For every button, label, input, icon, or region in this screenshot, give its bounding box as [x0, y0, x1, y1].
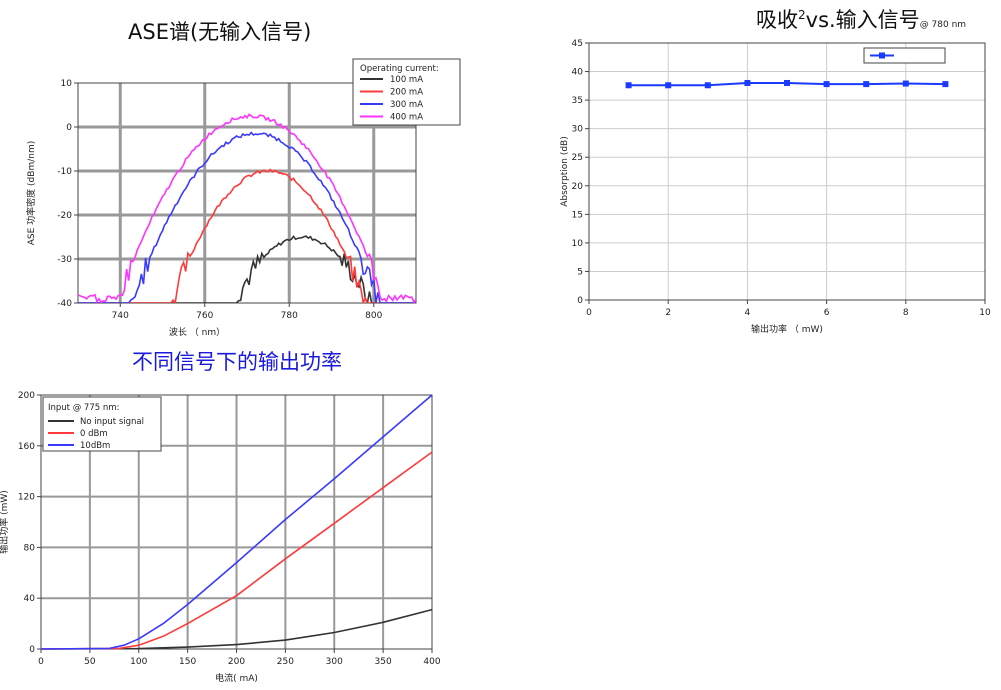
- y-tick-label: 40: [24, 594, 36, 604]
- x-axis-label: 输出功率 （ mW): [751, 323, 823, 335]
- x-tick-label: 780: [281, 311, 298, 321]
- absorption-title-note: @ 780 nm: [919, 20, 967, 30]
- ase-series-line-300-mA: [78, 131, 416, 303]
- ase-legend-label: 100 mA: [390, 75, 423, 85]
- power-chart: 0 50 100 150 200 250 300 350 400 0 40 80 120 160 200 电流…: [0, 391, 441, 684]
- absorption-legend: [863, 47, 946, 64]
- ase-legend: Operating current:100 mA 200 mA 300 mA 400 …: [352, 58, 461, 126]
- y-tick-label: 0: [29, 645, 35, 655]
- x-axis-label: 电流( mA): [215, 672, 258, 684]
- y-tick-label: 25: [572, 153, 583, 163]
- power-series-line-2: [40, 394, 433, 650]
- y-tick-label: 35: [572, 96, 583, 106]
- power-legend: Input @ 775 nm: No input signal 0 dBm 10dBm: [42, 396, 162, 452]
- x-tick-label: 400: [423, 657, 440, 667]
- x-tick-label: 250: [277, 657, 294, 667]
- plot-frame: [77, 82, 417, 304]
- y-tick-label: 40: [572, 68, 584, 78]
- x-tick-label: 350: [375, 657, 392, 667]
- ase-series-line-200-mA: [78, 168, 416, 303]
- absorption-point: [823, 81, 830, 88]
- ase-legend-label: 200 mA: [390, 88, 423, 98]
- x-tick-label: 740: [112, 311, 129, 321]
- absorption-title-rest: vs.输入信号: [805, 8, 920, 32]
- y-tick-label: 120: [18, 493, 35, 503]
- absorption-legend-box: [863, 47, 946, 64]
- absorption-point: [942, 81, 949, 88]
- y-tick-label: 10: [572, 239, 584, 249]
- y-tick-label: 15: [572, 210, 583, 220]
- power-legend-box: [42, 396, 162, 452]
- ase-legend-title: Operating current:: [360, 64, 439, 74]
- x-tick-label: 800: [365, 311, 382, 321]
- y-tick-label: 0: [577, 296, 583, 306]
- x-tick-label: 100: [130, 657, 147, 667]
- ase-legend-label: 300 mA: [390, 100, 423, 110]
- absorption-title-main: 吸收: [756, 8, 798, 32]
- y-axis-label: Absorption (dB): [560, 136, 570, 207]
- absorption-chart-title: 吸收2vs.输入信号@ 780 nm: [756, 4, 966, 34]
- y-tick-label: 5: [577, 267, 583, 277]
- absorption-point: [665, 82, 672, 89]
- absorption-chart: 0 2 4 6 8 10 0 5 10 15 20 25 30 35 40 45 输出功率 （ mW) Absor…: [560, 39, 991, 335]
- absorption-point: [625, 82, 632, 89]
- power-legend-label: 0 dBm: [80, 429, 108, 439]
- y-tick-label: 30: [572, 125, 584, 135]
- x-tick-label: 0: [586, 308, 592, 318]
- x-tick-label: 2: [665, 308, 671, 318]
- x-tick-label: 6: [824, 308, 830, 318]
- x-axis-label: 波长 （ nm）: [169, 326, 225, 338]
- ase-series-line-400-mA: [78, 113, 416, 303]
- power-legend-label: 10dBm: [80, 441, 110, 451]
- x-tick-label: 50: [84, 657, 96, 667]
- x-tick-label: 0: [38, 657, 44, 667]
- ase-chart-title: ASE谱(无输入信号): [128, 20, 312, 44]
- power-chart-title: 不同信号下的输出功率: [132, 350, 342, 374]
- x-tick-label: 10: [979, 308, 991, 318]
- power-series-line-0: [40, 608, 433, 650]
- power-legend-title: Input @ 775 nm:: [48, 403, 119, 413]
- x-tick-label: 4: [745, 308, 751, 318]
- y-axis-label: ASE 功率密度 (dBm/nm): [25, 141, 37, 245]
- absorption-point: [902, 80, 909, 87]
- y-tick-label: 200: [18, 391, 35, 401]
- y-tick-label: -20: [57, 211, 72, 221]
- x-tick-label: 8: [903, 308, 909, 318]
- x-tick-label: 150: [179, 657, 196, 667]
- plot-frame: [588, 42, 986, 301]
- ase-series-line-100-mA: [78, 235, 416, 303]
- x-tick-label: 200: [228, 657, 245, 667]
- y-tick-label: 160: [18, 442, 35, 452]
- y-tick-label: 45: [572, 39, 583, 49]
- ase-legend-label: 400 mA: [390, 113, 423, 123]
- x-tick-label: 300: [326, 657, 343, 667]
- y-tick-label: 10: [61, 79, 73, 89]
- y-tick-label: 80: [24, 543, 36, 553]
- y-tick-label: 0: [66, 123, 72, 133]
- y-tick-label: -40: [57, 299, 72, 309]
- absorption-legend-marker: [879, 52, 885, 59]
- x-tick-label: 760: [196, 311, 213, 321]
- power-series-line-1: [40, 451, 433, 650]
- y-tick-label: -10: [57, 167, 72, 177]
- absorption-title-sup: 2: [798, 8, 806, 22]
- power-legend-label: No input signal: [80, 417, 144, 427]
- absorption-point: [863, 81, 870, 88]
- ase-chart: 740 760 780 800 10 0 -10 -20 -30 -40 波长 （ nm） ASE 功…: [25, 58, 461, 338]
- y-axis-label: 输出功率 (mW): [0, 490, 10, 554]
- y-tick-label: 20: [572, 182, 584, 192]
- absorption-point: [704, 82, 711, 89]
- absorption-point: [744, 79, 751, 86]
- absorption-point: [784, 79, 790, 86]
- y-tick-label: -30: [57, 255, 72, 265]
